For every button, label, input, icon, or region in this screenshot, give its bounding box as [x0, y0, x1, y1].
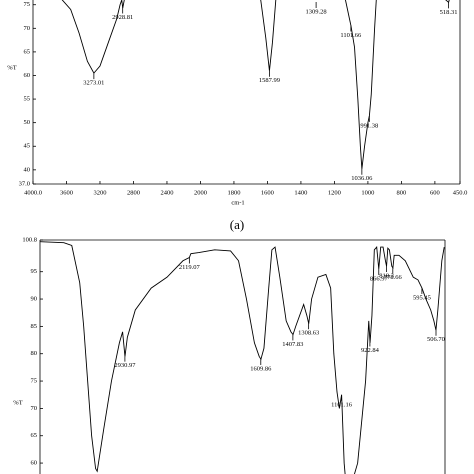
y-tick-label: 90 — [31, 296, 38, 303]
y-tick-label: 60 — [31, 460, 38, 467]
y-axis-label: %T — [7, 64, 16, 71]
y-tick-label: 65 — [31, 432, 38, 439]
y-tick-label: 95 — [31, 268, 38, 275]
y-tick-label: 40 — [24, 166, 31, 173]
x-tick-label: 2000 — [194, 189, 207, 196]
x-tick-label: 1800 — [227, 189, 240, 196]
panel-caption: (a) — [230, 217, 244, 232]
y-tick-label: 55 — [24, 96, 31, 103]
y-tick-label: 80 — [31, 350, 38, 357]
y-axis-label: %T — [13, 399, 22, 406]
x-tick-label: 2800 — [127, 189, 140, 196]
x-tick-label: 1400 — [294, 189, 307, 196]
y-tick-label: 45 — [24, 143, 31, 150]
peak-label: 1101.66 — [340, 32, 362, 39]
x-tick-label: 800 — [397, 189, 407, 196]
peak-label: 1609.86 — [250, 365, 272, 372]
peak-label: 2119.07 — [179, 264, 201, 271]
y-tick-label: 60 — [24, 72, 31, 79]
peak-label: 518.31 — [440, 9, 458, 16]
x-axis-label: cm-1 — [231, 199, 244, 206]
x-tick-label: 450.0 — [453, 189, 468, 196]
peak-label: 2928.81 — [112, 14, 133, 21]
peak-label: 1308.63 — [298, 330, 319, 337]
x-tick-label: 2400 — [160, 189, 173, 196]
y-tick-label: 50 — [24, 119, 31, 126]
x-tick-label: 1200 — [328, 189, 341, 196]
x-tick-label: 3200 — [93, 189, 106, 196]
peak-label: 818.3 — [379, 272, 394, 279]
peak-label: 866.97 — [370, 275, 389, 282]
peak-label: 778.66 — [384, 274, 403, 281]
peak-label: 506.70 — [427, 336, 445, 343]
peak-label: 991.38 — [360, 122, 378, 129]
y-tick-label: 75 — [24, 1, 31, 8]
peak-label: 1036.06 — [351, 175, 373, 182]
peak-label: 2930.97 — [114, 362, 136, 369]
y-tick-label: 70 — [24, 25, 31, 32]
spectrum-line — [61, 0, 450, 169]
peak-label: 1309.28 — [306, 8, 327, 15]
y-tick-label: 65 — [24, 48, 31, 55]
x-tick-label: 1000 — [361, 189, 374, 196]
x-tick-label: 600 — [430, 189, 440, 196]
peak-label: 922.84 — [361, 347, 380, 354]
x-tick-label: 4000.0 — [24, 189, 42, 196]
peak-label: 3273.01 — [83, 80, 104, 87]
y-tick-label: 37.0 — [19, 180, 30, 187]
x-tick-label: 1600 — [261, 189, 274, 196]
peak-label: 1587.99 — [259, 77, 280, 84]
y-tick-label: 100.8 — [22, 236, 37, 243]
peak-label: 1101.16 — [331, 401, 353, 408]
peak-label: 1407.83 — [282, 341, 303, 348]
peak-label: 595.45 — [413, 294, 431, 301]
y-tick-label: 70 — [31, 405, 38, 412]
y-tick-label: 75 — [31, 378, 38, 385]
y-tick-label: 85 — [31, 323, 38, 330]
x-tick-label: 3600 — [60, 189, 73, 196]
